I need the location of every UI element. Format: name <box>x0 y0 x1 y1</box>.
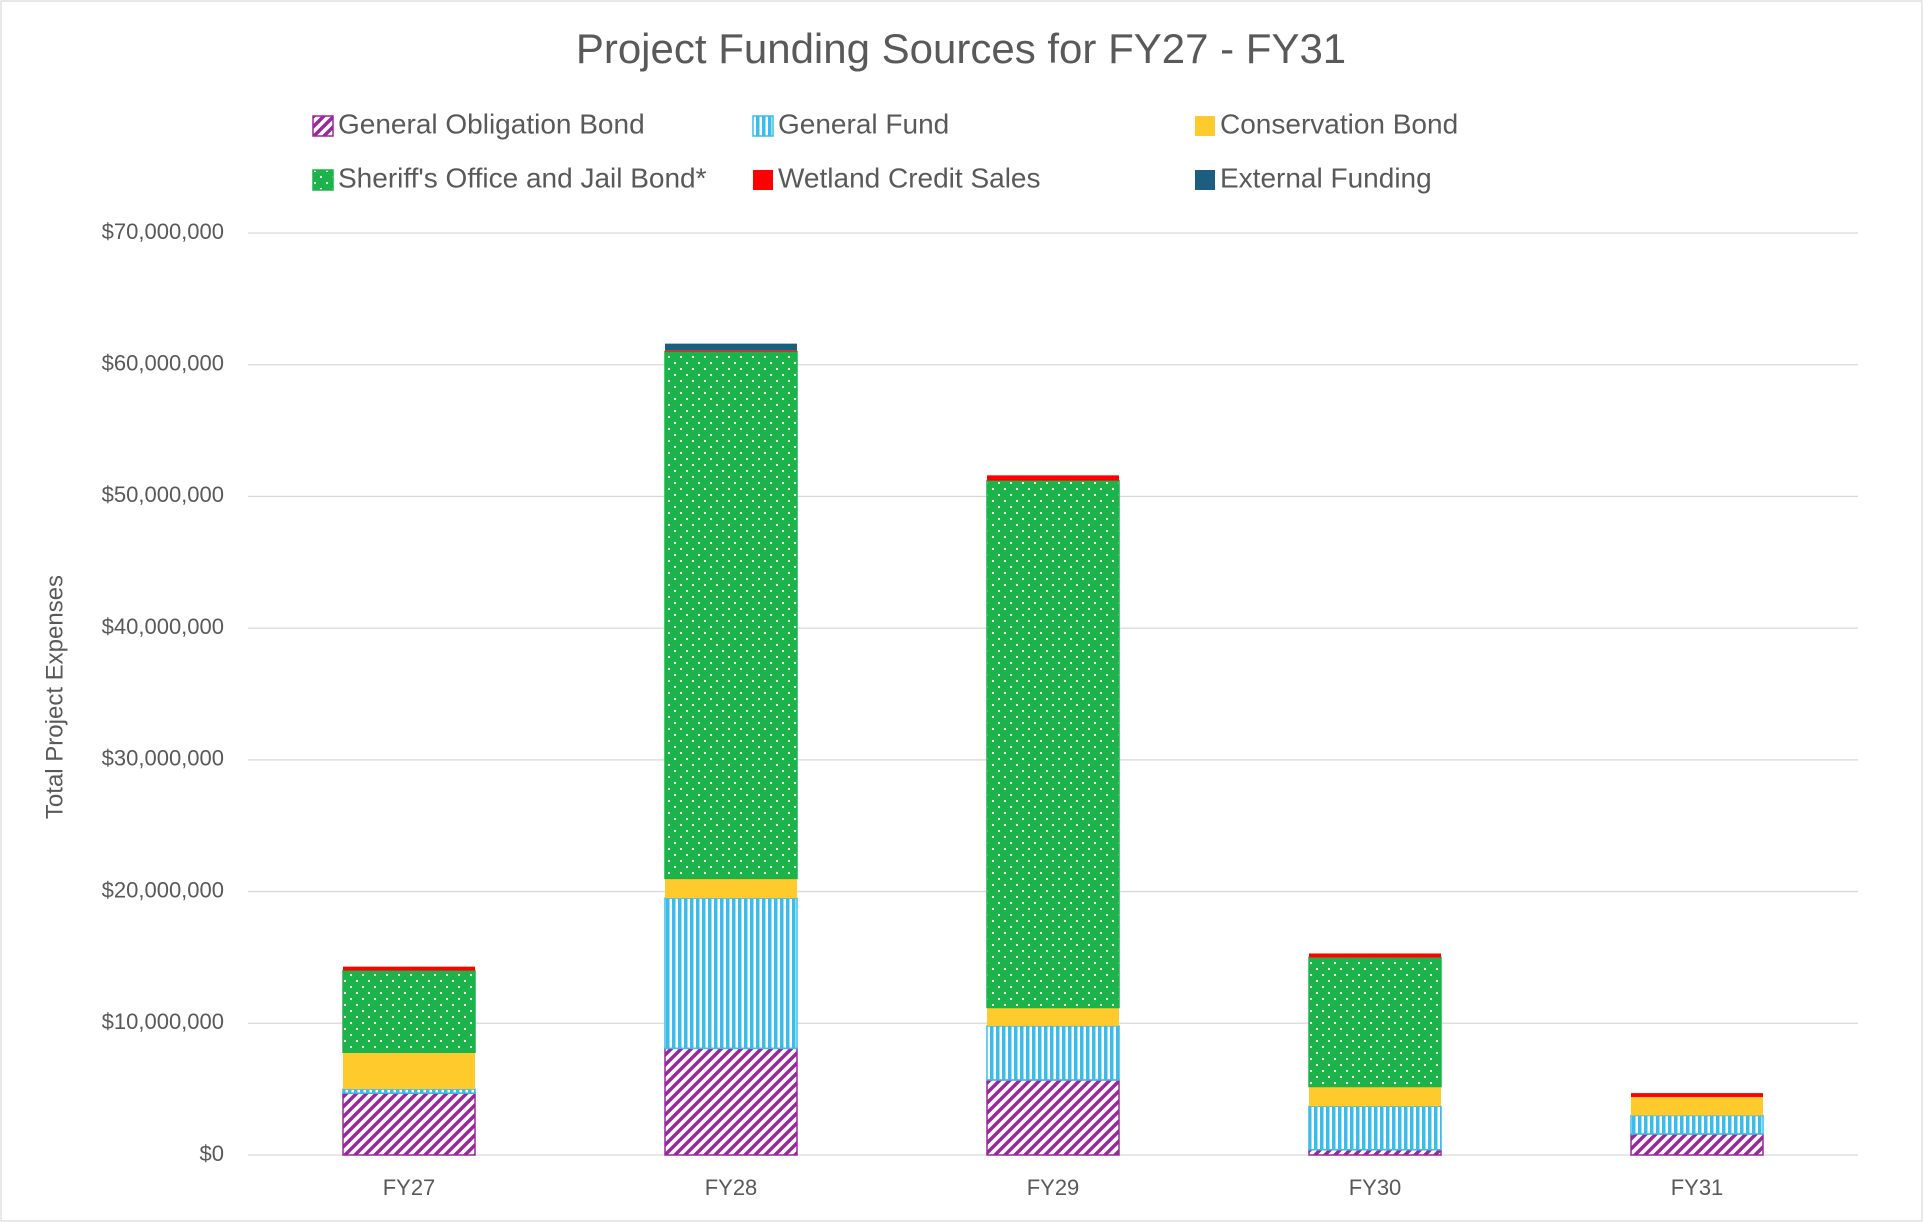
x-tick-label: FY31 <box>1671 1175 1724 1200</box>
chart-title: Project Funding Sources for FY27 - FY31 <box>576 25 1346 72</box>
bar-segment <box>1630 1133 1764 1156</box>
bar-segment <box>1631 1097 1763 1116</box>
legend-swatch <box>312 115 334 137</box>
bar-segment <box>665 350 797 352</box>
legend-label: General Obligation Bond <box>338 108 645 139</box>
bar-segment <box>665 878 797 899</box>
bar-segment <box>1308 956 1442 1088</box>
bar-segment <box>664 897 798 1050</box>
legend-swatch <box>312 169 334 191</box>
legend-label: Conservation Bond <box>1220 108 1458 139</box>
bar-segment <box>343 966 475 971</box>
legend-swatch <box>1195 116 1215 136</box>
bar-segment <box>665 343 797 351</box>
bar-segment <box>343 1052 475 1090</box>
bar-segment <box>986 1025 1120 1081</box>
y-tick-label: $10,000,000 <box>102 1009 224 1034</box>
legend-swatch <box>752 115 774 137</box>
legend-swatch <box>753 170 773 190</box>
legend-swatch <box>1195 170 1215 190</box>
x-tick-label: FY28 <box>705 1175 758 1200</box>
bar-segment <box>987 475 1119 481</box>
legend-label: Sheriff's Office and Jail Bond* <box>338 162 707 193</box>
bar-segment <box>986 479 1120 1009</box>
bar-segment <box>342 1088 476 1094</box>
x-tick-label: FY30 <box>1349 1175 1402 1200</box>
bar-segment <box>1308 1148 1442 1156</box>
bar-segment <box>1630 1114 1764 1135</box>
bar-segment <box>664 350 798 880</box>
y-tick-label: $50,000,000 <box>102 482 224 507</box>
y-tick-label: $40,000,000 <box>102 614 224 639</box>
legend-label: Wetland Credit Sales <box>778 162 1041 193</box>
y-tick-label: $20,000,000 <box>102 877 224 902</box>
x-tick-label: FY29 <box>1027 1175 1080 1200</box>
y-tick-label: $30,000,000 <box>102 746 224 771</box>
legend-label: General Fund <box>778 108 949 139</box>
bar-segment <box>987 1007 1119 1026</box>
bar-segment <box>664 1047 798 1156</box>
bar-segment <box>1631 1093 1763 1098</box>
bar-segment <box>1308 1105 1442 1151</box>
y-tick-label: $70,000,000 <box>102 219 224 244</box>
bar-segment <box>342 1092 476 1156</box>
bar-segment <box>986 1079 1120 1156</box>
bar-segment <box>342 969 476 1054</box>
bar-segment <box>1309 953 1441 958</box>
bar-segment <box>1309 1086 1441 1107</box>
y-tick-label: $0 <box>200 1141 224 1166</box>
x-tick-label: FY27 <box>383 1175 436 1200</box>
y-tick-label: $60,000,000 <box>102 351 224 376</box>
legend-label: External Funding <box>1220 162 1432 193</box>
y-axis-title: Total Project Expenses <box>41 575 68 819</box>
